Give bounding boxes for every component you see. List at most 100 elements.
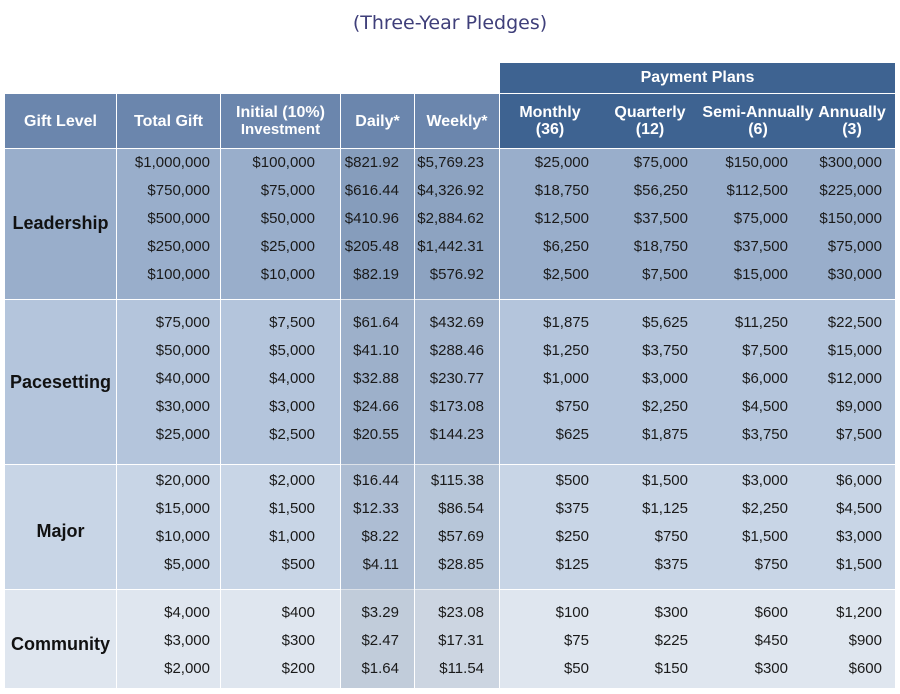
header-daily: Daily* <box>341 94 414 148</box>
cell-weekly: $28.85 <box>438 556 484 573</box>
cell-semi: $450 <box>754 632 788 649</box>
cell-daily: $2.47 <box>361 632 399 649</box>
cell-monthly: $500 <box>555 472 589 489</box>
cell-annually: $600 <box>848 660 882 677</box>
cell-annually: $4,500 <box>836 500 882 517</box>
cell-quarterly: $75,000 <box>633 154 688 171</box>
cell-weekly: $4,326.92 <box>417 182 484 199</box>
cell-annually: $7,500 <box>836 426 882 443</box>
header-annually-line2: (3) <box>842 121 862 138</box>
cell-weekly: $576.92 <box>429 266 484 283</box>
page-title: (Three-Year Pledges) <box>352 12 548 34</box>
header-semi-annually: Semi-Annually (6) <box>700 94 816 148</box>
cell-total: $10,000 <box>155 528 210 545</box>
cell-semi: $15,000 <box>733 266 788 283</box>
payment-plans-header: Payment Plans <box>500 63 895 93</box>
cell-semi: $37,500 <box>733 238 788 255</box>
weekly-column-shade <box>415 149 499 688</box>
cell-daily: $61.64 <box>353 314 399 331</box>
cell-semi: $3,000 <box>742 472 788 489</box>
cell-initial: $75,000 <box>260 182 315 199</box>
cell-semi: $3,750 <box>742 426 788 443</box>
gift-level-leadership: Leadership <box>12 213 109 233</box>
cell-total: $40,000 <box>155 370 210 387</box>
cell-monthly: $375 <box>555 500 589 517</box>
header-monthly: Monthly (36) <box>505 94 595 148</box>
daily-column-shade <box>341 149 414 688</box>
cell-quarterly: $150 <box>654 660 688 677</box>
cell-total: $250,000 <box>147 238 210 255</box>
cell-weekly: $288.46 <box>429 342 484 359</box>
cell-total: $50,000 <box>155 342 210 359</box>
cell-initial: $2,500 <box>269 426 315 443</box>
cell-initial: $3,000 <box>269 398 315 415</box>
cell-initial: $500 <box>281 556 315 573</box>
cell-monthly: $25,000 <box>534 154 589 171</box>
cell-daily: $616.44 <box>344 182 399 199</box>
gift-level-community: Community <box>11 634 110 654</box>
cell-weekly: $1,442.31 <box>417 238 484 255</box>
cell-semi: $75,000 <box>733 210 788 227</box>
header-payment-plans-row <box>500 94 895 148</box>
cell-weekly: $144.23 <box>429 426 484 443</box>
cell-annually: $15,000 <box>827 342 882 359</box>
cell-weekly: $23.08 <box>438 604 484 621</box>
cell-monthly: $1,000 <box>543 370 589 387</box>
cell-quarterly: $56,250 <box>633 182 688 199</box>
cell-daily: $32.88 <box>353 370 399 387</box>
community-band <box>5 590 895 688</box>
cell-annually: $12,000 <box>827 370 882 387</box>
cell-annually: $900 <box>848 632 882 649</box>
cell-monthly: $75 <box>563 632 589 649</box>
cell-monthly: $50 <box>563 660 589 677</box>
cell-initial: $10,000 <box>260 266 315 283</box>
cell-initial: $2,000 <box>269 472 315 489</box>
header-daily-label: Daily* <box>355 112 400 130</box>
cell-total: $3,000 <box>164 632 210 649</box>
cell-quarterly: $5,625 <box>642 314 688 331</box>
cell-daily: $24.66 <box>353 398 399 415</box>
cell-quarterly: $375 <box>654 556 688 573</box>
cell-quarterly: $1,500 <box>642 472 688 489</box>
cell-daily: $12.33 <box>353 500 399 517</box>
cell-monthly: $750 <box>555 398 589 415</box>
header-initial-line1: Initial (10%) <box>236 104 325 121</box>
cell-quarterly: $3,000 <box>642 370 688 387</box>
cell-semi: $750 <box>754 556 788 573</box>
cell-quarterly: $18,750 <box>633 238 688 255</box>
header-quarterly: Quarterly (12) <box>604 94 696 148</box>
column-divider <box>340 94 341 688</box>
cell-monthly: $1,875 <box>543 314 589 331</box>
cell-initial: $300 <box>281 632 315 649</box>
cell-total: $4,000 <box>164 604 210 621</box>
header-semi-line2: (6) <box>748 121 768 138</box>
cell-quarterly: $1,125 <box>642 500 688 517</box>
cell-daily: $82.19 <box>353 266 399 283</box>
cell-semi: $300 <box>754 660 788 677</box>
cell-monthly: $6,250 <box>543 238 589 255</box>
major-band <box>5 465 895 589</box>
cell-semi: $600 <box>754 604 788 621</box>
cell-daily: $1.64 <box>361 660 399 677</box>
header-initial-line2: Investment <box>240 121 321 138</box>
header-monthly-line1: Monthly <box>519 104 581 121</box>
cell-initial: $1,500 <box>269 500 315 517</box>
cell-total: $2,000 <box>164 660 210 677</box>
cell-semi: $7,500 <box>742 342 788 359</box>
cell-annually: $6,000 <box>836 472 882 489</box>
cell-monthly: $250 <box>555 528 589 545</box>
cell-total: $1,000,000 <box>134 154 210 171</box>
cell-monthly: $125 <box>555 556 589 573</box>
cell-annually: $9,000 <box>836 398 882 415</box>
cell-weekly: $57.69 <box>438 528 484 545</box>
cell-total: $5,000 <box>164 556 210 573</box>
header-weekly: Weekly* <box>415 94 499 148</box>
cell-semi: $6,000 <box>742 370 788 387</box>
cell-total: $100,000 <box>147 266 210 283</box>
cell-initial: $4,000 <box>269 370 315 387</box>
header-semi-line1: Semi-Annually <box>702 104 814 121</box>
cell-quarterly: $750 <box>654 528 688 545</box>
cell-semi: $112,500 <box>726 182 788 199</box>
header-quarterly-line1: Quarterly <box>614 104 686 121</box>
cell-weekly: $432.69 <box>429 314 484 331</box>
